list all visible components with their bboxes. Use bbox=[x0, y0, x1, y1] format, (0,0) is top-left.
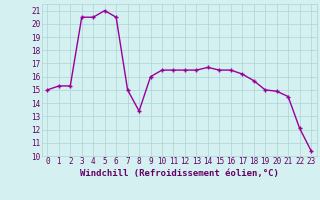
X-axis label: Windchill (Refroidissement éolien,°C): Windchill (Refroidissement éolien,°C) bbox=[80, 169, 279, 178]
